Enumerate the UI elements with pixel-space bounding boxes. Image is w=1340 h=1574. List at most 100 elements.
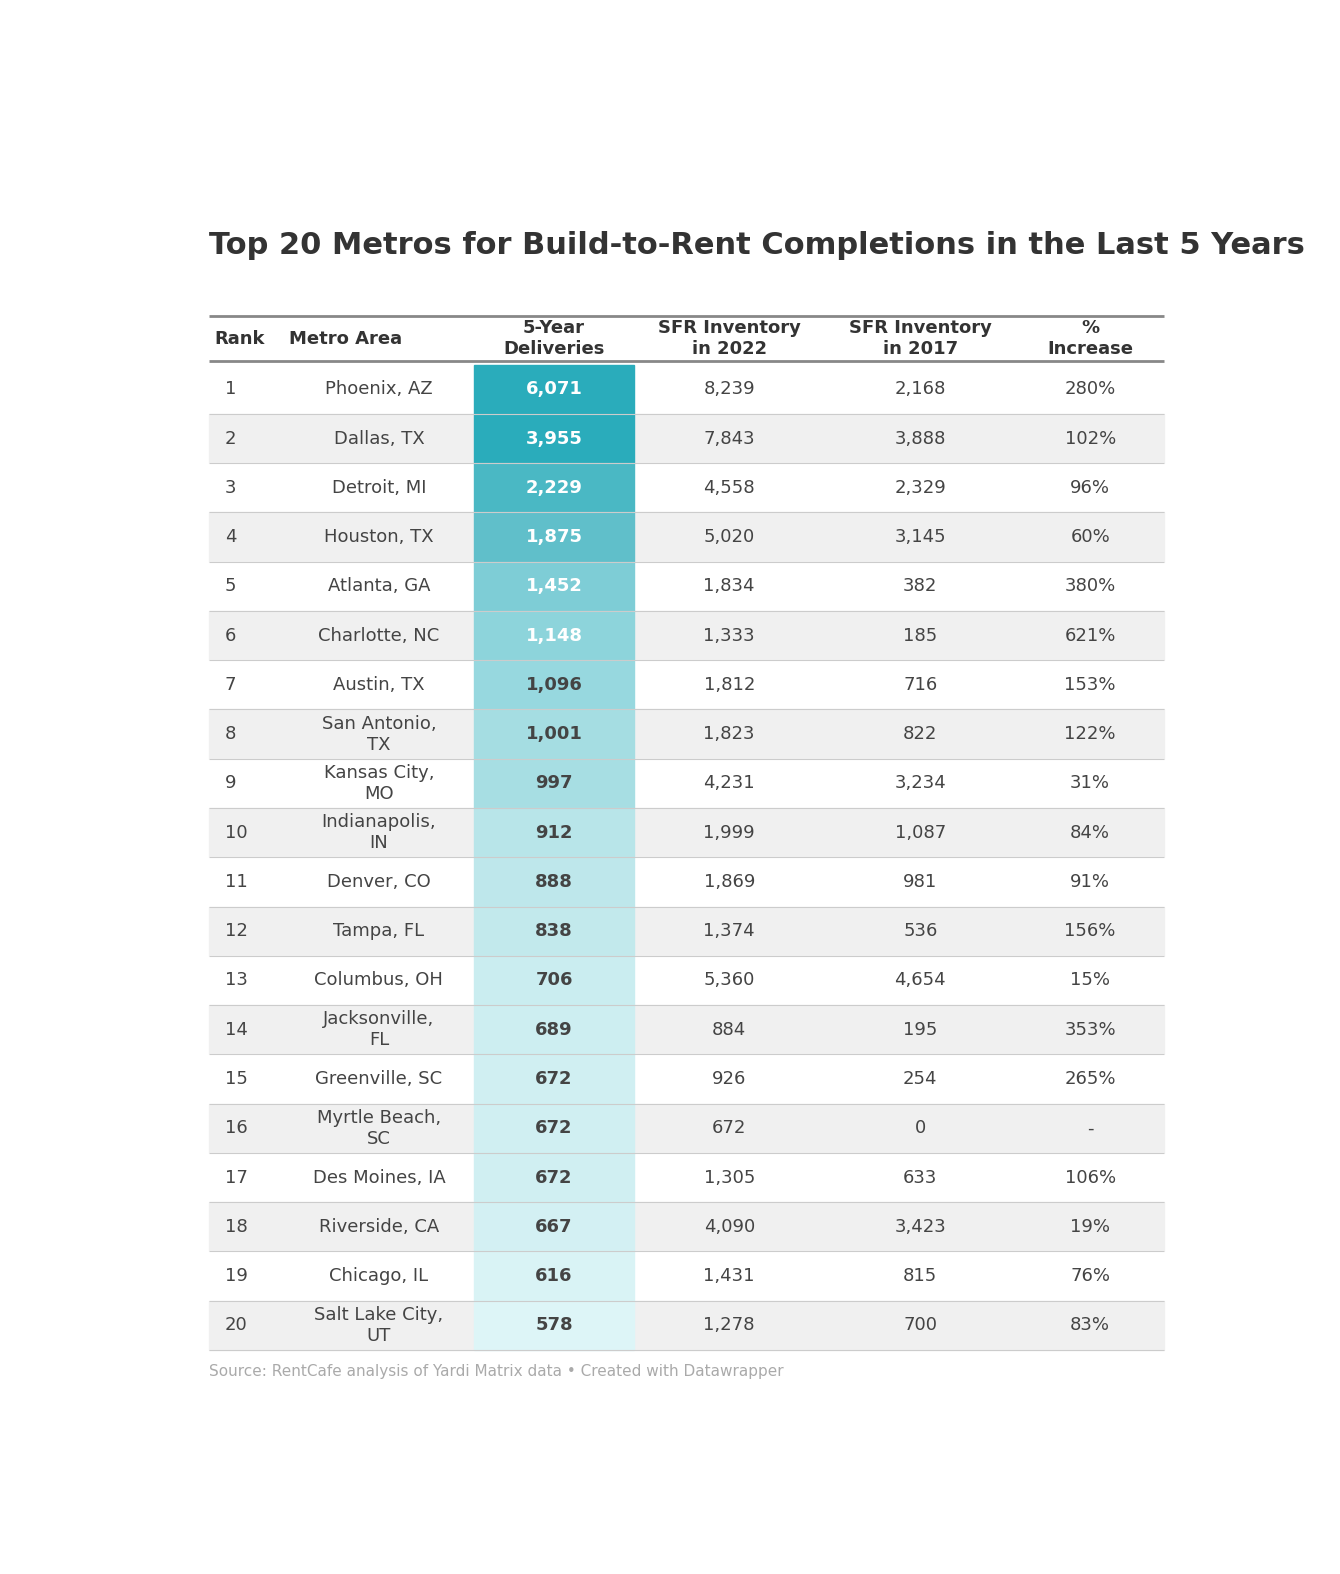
Text: 1: 1 [225, 381, 236, 398]
Text: 5,360: 5,360 [704, 971, 754, 990]
Bar [474, 660, 634, 710]
Text: 888: 888 [535, 874, 574, 891]
Text: Houston, TX: Houston, TX [324, 527, 434, 546]
Text: 667: 667 [535, 1218, 572, 1236]
Bar [474, 1251, 634, 1300]
Text: Des Moines, IA: Des Moines, IA [312, 1168, 445, 1187]
Text: 76%: 76% [1071, 1267, 1110, 1284]
Text: 926: 926 [712, 1070, 746, 1088]
Text: Myrtle Beach,
SC: Myrtle Beach, SC [316, 1108, 441, 1147]
Text: SFR Inventory
in 2022: SFR Inventory in 2022 [658, 320, 801, 357]
Text: 6: 6 [225, 626, 236, 645]
Text: 1,823: 1,823 [704, 726, 754, 743]
Text: 1,431: 1,431 [704, 1267, 754, 1284]
Text: Source: RentCafe analysis of Yardi Matrix data • Created with Datawrapper: Source: RentCafe analysis of Yardi Matri… [209, 1365, 784, 1379]
Bar [209, 513, 1164, 562]
Text: 2,229: 2,229 [525, 478, 583, 497]
Bar [209, 858, 1164, 907]
Text: 1,869: 1,869 [704, 874, 754, 891]
Text: 96%: 96% [1071, 478, 1110, 497]
Bar [474, 1006, 634, 1055]
Text: 280%: 280% [1064, 381, 1116, 398]
Text: 716: 716 [903, 675, 938, 694]
Text: 700: 700 [903, 1316, 937, 1335]
Text: 1,148: 1,148 [525, 626, 583, 645]
Text: 1,374: 1,374 [704, 922, 754, 940]
Text: 3,234: 3,234 [894, 774, 946, 792]
Text: 14: 14 [225, 1020, 248, 1039]
Text: Austin, TX: Austin, TX [334, 675, 425, 694]
Text: 156%: 156% [1064, 922, 1116, 940]
Text: 621%: 621% [1064, 626, 1116, 645]
Bar [209, 365, 1164, 414]
Text: 884: 884 [712, 1020, 746, 1039]
Text: 185: 185 [903, 626, 938, 645]
Text: 815: 815 [903, 1267, 938, 1284]
Text: 1,875: 1,875 [525, 527, 583, 546]
Text: 1,305: 1,305 [704, 1168, 754, 1187]
Text: 1,999: 1,999 [704, 823, 754, 842]
Text: 102%: 102% [1064, 430, 1116, 447]
Bar [474, 414, 634, 463]
Text: 6,071: 6,071 [525, 381, 583, 398]
Text: 19: 19 [225, 1267, 248, 1284]
Text: 12: 12 [225, 922, 248, 940]
Text: Kansas City,
MO: Kansas City, MO [324, 763, 434, 803]
Text: 13: 13 [225, 971, 248, 990]
Bar [209, 1152, 1164, 1203]
Bar [474, 907, 634, 955]
Text: 981: 981 [903, 874, 938, 891]
Bar [209, 955, 1164, 1006]
Text: Denver, CO: Denver, CO [327, 874, 430, 891]
Bar [209, 463, 1164, 513]
Text: %
Increase: % Increase [1047, 320, 1134, 357]
Bar [474, 1103, 634, 1152]
Text: 254: 254 [903, 1070, 938, 1088]
Text: 153%: 153% [1064, 675, 1116, 694]
Bar [474, 1055, 634, 1103]
Text: Salt Lake City,
UT: Salt Lake City, UT [315, 1306, 444, 1344]
Text: 83%: 83% [1071, 1316, 1110, 1335]
Text: 2,168: 2,168 [895, 381, 946, 398]
Text: 8: 8 [225, 726, 236, 743]
Text: 3: 3 [225, 478, 236, 497]
Bar [474, 365, 634, 414]
Text: 18: 18 [225, 1218, 248, 1236]
Text: Riverside, CA: Riverside, CA [319, 1218, 440, 1236]
Bar [209, 1203, 1164, 1251]
Text: Metro Area: Metro Area [288, 329, 402, 348]
Text: 84%: 84% [1071, 823, 1110, 842]
Bar [474, 710, 634, 759]
Text: 1,001: 1,001 [525, 726, 583, 743]
Bar [209, 1006, 1164, 1055]
Text: 689: 689 [535, 1020, 574, 1039]
Text: 17: 17 [225, 1168, 248, 1187]
Bar [209, 1103, 1164, 1152]
Text: 7,843: 7,843 [704, 430, 754, 447]
Bar [209, 807, 1164, 858]
Text: 1,087: 1,087 [895, 823, 946, 842]
Text: 20: 20 [225, 1316, 248, 1335]
Text: 838: 838 [535, 922, 574, 940]
Bar [209, 414, 1164, 463]
Text: Charlotte, NC: Charlotte, NC [319, 626, 440, 645]
Text: Rank: Rank [214, 329, 265, 348]
Text: 1,096: 1,096 [525, 675, 583, 694]
Text: Tampa, FL: Tampa, FL [334, 922, 425, 940]
Text: 5-Year
Deliveries: 5-Year Deliveries [504, 320, 604, 357]
Text: 536: 536 [903, 922, 938, 940]
Text: 3,423: 3,423 [894, 1218, 946, 1236]
Text: 3,888: 3,888 [895, 430, 946, 447]
Text: 2,329: 2,329 [894, 478, 946, 497]
Text: 15%: 15% [1071, 971, 1110, 990]
Text: 10: 10 [225, 823, 248, 842]
Text: 822: 822 [903, 726, 938, 743]
Text: 106%: 106% [1064, 1168, 1116, 1187]
Text: Greenville, SC: Greenville, SC [315, 1070, 442, 1088]
Bar [474, 611, 634, 660]
Text: 1,278: 1,278 [704, 1316, 754, 1335]
Text: 15: 15 [225, 1070, 248, 1088]
Text: 672: 672 [535, 1168, 572, 1187]
Text: Top 20 Metros for Build-to-Rent Completions in the Last 5 Years: Top 20 Metros for Build-to-Rent Completi… [209, 231, 1305, 260]
Bar [209, 1251, 1164, 1300]
